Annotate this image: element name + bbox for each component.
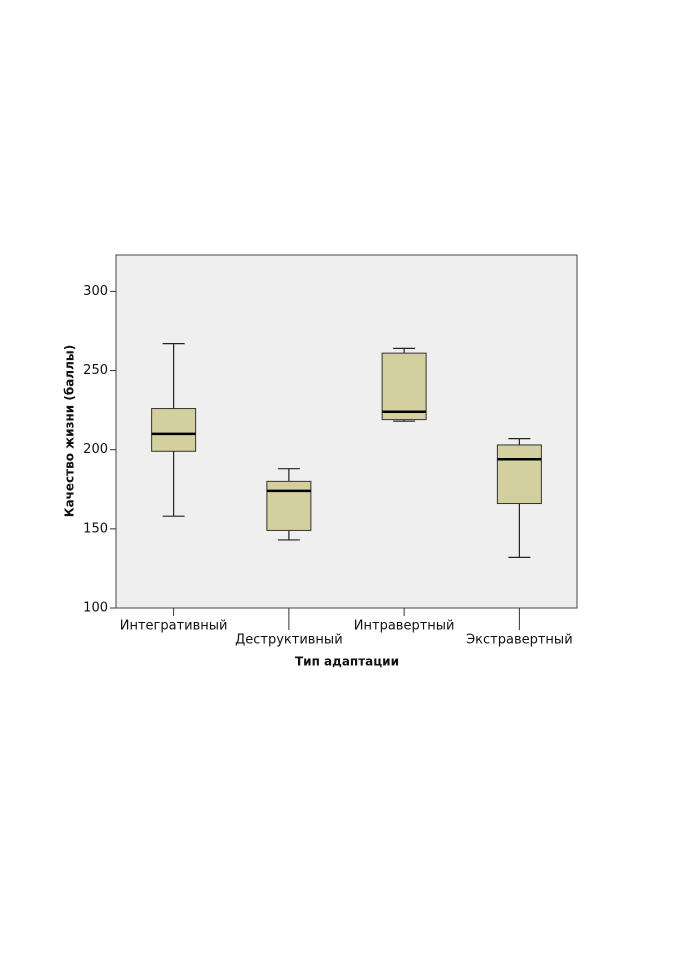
box [266,480,312,531]
y-tick-label: 300 [83,284,108,299]
y-tick-label: 250 [83,363,108,378]
x-tick-label: Экстравертный [466,633,573,648]
x-tick-label: Деструктивный [235,633,343,648]
y-tick-label: 100 [83,601,108,616]
x-tick-label: Интегративный [120,619,228,634]
box [381,352,427,421]
x-tick-label: Интравертный [354,619,455,634]
y-tick-label: 150 [83,521,108,536]
box [151,408,197,452]
x-axis-title: Тип адаптации [295,655,399,669]
y-tick-label: 200 [83,442,108,457]
y-axis-title: Качество жизни (баллы) [63,345,77,517]
box [496,444,542,505]
